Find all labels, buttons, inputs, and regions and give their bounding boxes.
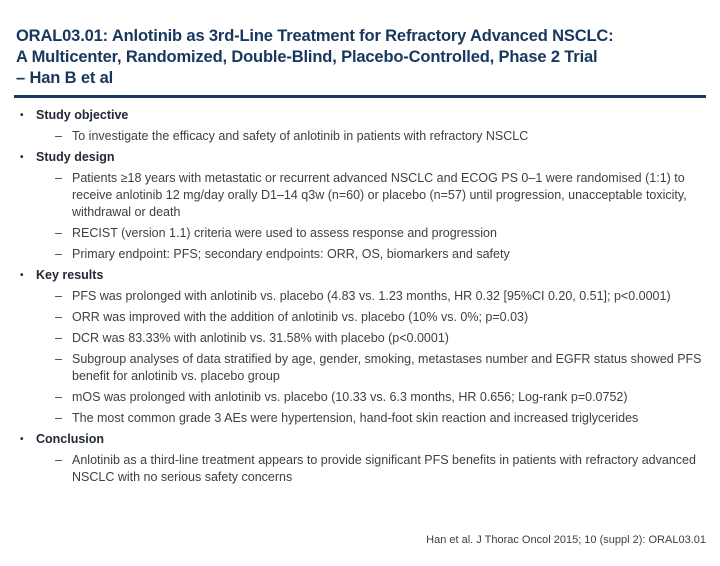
sub-bullet: – Primary endpoint: PFS; secondary endpo… bbox=[0, 246, 720, 263]
sub-bullet-text: Patients ≥18 years with metastatic or re… bbox=[72, 171, 687, 219]
sub-bullet: – RECIST (version 1.1) criteria were use… bbox=[0, 225, 720, 242]
dash-icon: – bbox=[55, 390, 62, 404]
dash-icon: – bbox=[55, 411, 62, 425]
sub-bullet: – To investigate the efficacy and safety… bbox=[0, 128, 720, 145]
dash-icon: – bbox=[55, 129, 62, 143]
dash-icon: – bbox=[55, 352, 62, 366]
sub-bullet-text: Anlotinib as a third-line treatment appe… bbox=[72, 453, 696, 484]
section-heading-label: Key results bbox=[36, 268, 104, 282]
dash-icon: – bbox=[55, 171, 62, 185]
sub-bullet-text: RECIST (version 1.1) criteria were used … bbox=[72, 226, 497, 240]
slide-body: • Study objective – To investigate the e… bbox=[0, 107, 720, 486]
slide-title-line-2: A Multicenter, Randomized, Double-Blind,… bbox=[16, 48, 598, 66]
sub-bullet-text: mOS was prolonged with anlotinib vs. pla… bbox=[72, 390, 628, 404]
bullet-icon: • bbox=[20, 110, 24, 121]
sub-bullet-text: DCR was 83.33% with anlotinib vs. 31.58%… bbox=[72, 331, 449, 345]
sub-bullet-text: Primary endpoint: PFS; secondary endpoin… bbox=[72, 247, 510, 261]
sub-bullet: – The most common grade 3 AEs were hyper… bbox=[0, 410, 720, 427]
bullet-icon: • bbox=[20, 152, 24, 163]
sub-bullet-text: PFS was prolonged with anlotinib vs. pla… bbox=[72, 289, 671, 303]
sub-bullet-text: To investigate the efficacy and safety o… bbox=[72, 129, 529, 143]
dash-icon: – bbox=[55, 331, 62, 345]
dash-icon: – bbox=[55, 453, 62, 467]
section-heading-study-design: • Study design bbox=[0, 149, 720, 166]
section-heading-label: Study objective bbox=[36, 108, 129, 122]
citation: Han et al. J Thorac Oncol 2015; 10 (supp… bbox=[426, 534, 706, 546]
section-heading-study-objective: • Study objective bbox=[0, 107, 720, 124]
section-heading-label: Conclusion bbox=[36, 432, 105, 446]
bullet-icon: • bbox=[20, 434, 24, 445]
slide-title: ORAL03.01: Anlotinib as 3rd-Line Treatme… bbox=[16, 26, 706, 89]
sub-bullet: – Patients ≥18 years with metastatic or … bbox=[0, 170, 720, 221]
sub-bullet: – Anlotinib as a third-line treatment ap… bbox=[0, 452, 720, 486]
dash-icon: – bbox=[55, 226, 62, 240]
sub-bullet-text: Subgroup analyses of data stratified by … bbox=[72, 352, 702, 383]
section-heading-key-results: • Key results bbox=[0, 267, 720, 284]
slide-title-line-3: – Han B et al bbox=[16, 69, 114, 87]
title-divider bbox=[14, 95, 706, 98]
sub-bullet: – ORR was improved with the addition of … bbox=[0, 309, 720, 326]
dash-icon: – bbox=[55, 247, 62, 261]
dash-icon: – bbox=[55, 289, 62, 303]
sub-bullet-text: The most common grade 3 AEs were hyperte… bbox=[72, 411, 639, 425]
presentation-slide: ORAL03.01: Anlotinib as 3rd-Line Treatme… bbox=[0, 26, 720, 566]
section-heading-conclusion: • Conclusion bbox=[0, 431, 720, 448]
sub-bullet-text: ORR was improved with the addition of an… bbox=[72, 310, 529, 324]
sub-bullet: – PFS was prolonged with anlotinib vs. p… bbox=[0, 288, 720, 305]
slide-title-line-1: ORAL03.01: Anlotinib as 3rd-Line Treatme… bbox=[16, 27, 614, 45]
sub-bullet: – DCR was 83.33% with anlotinib vs. 31.5… bbox=[0, 330, 720, 347]
sub-bullet: – mOS was prolonged with anlotinib vs. p… bbox=[0, 389, 720, 406]
section-heading-label: Study design bbox=[36, 150, 115, 164]
sub-bullet: – Subgroup analyses of data stratified b… bbox=[0, 351, 720, 385]
dash-icon: – bbox=[55, 310, 62, 324]
bullet-icon: • bbox=[20, 270, 24, 281]
